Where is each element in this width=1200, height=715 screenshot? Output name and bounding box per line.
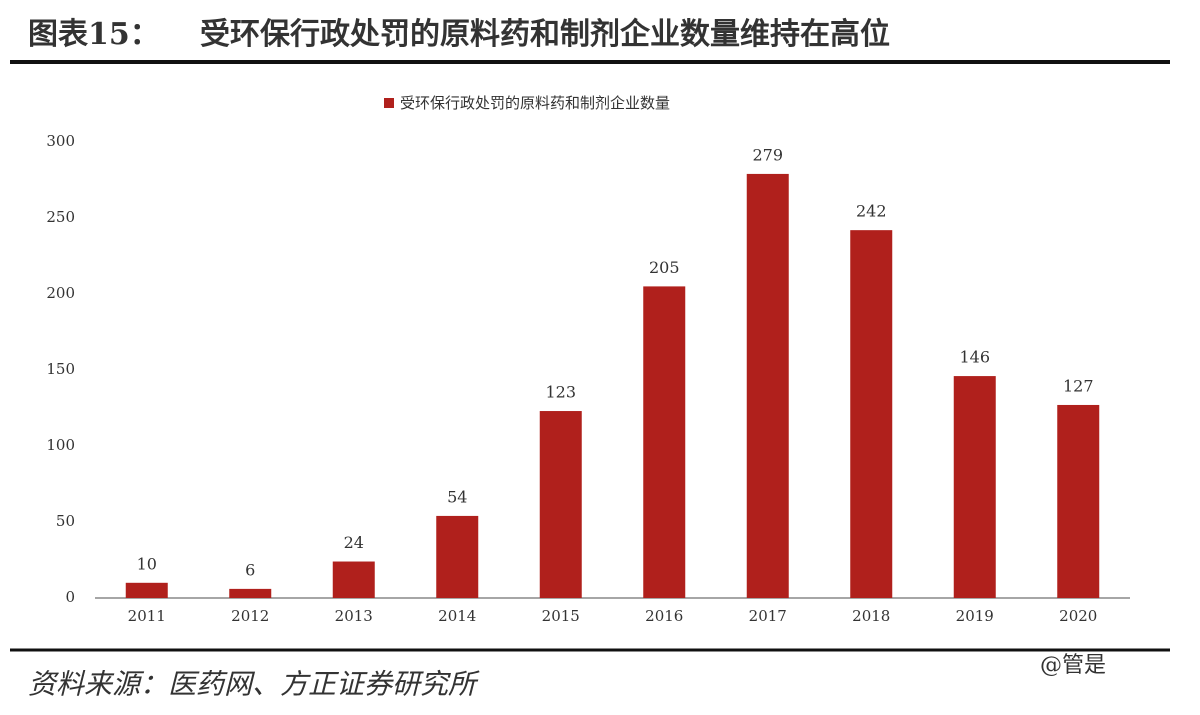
- x-tick-label: 2018: [852, 607, 890, 625]
- source: 资料来源：医药网、方正证券研究所: [28, 668, 480, 701]
- y-tick-label: 150: [46, 360, 75, 378]
- x-tick-label: 2015: [542, 607, 580, 625]
- data-label: 10: [137, 554, 157, 573]
- data-label: 24: [344, 533, 364, 552]
- bar: [643, 286, 686, 598]
- data-label: 205: [649, 258, 680, 277]
- bar: [125, 582, 168, 598]
- legend-swatch: [384, 98, 394, 108]
- bar: [850, 230, 893, 598]
- y-tick-label: 200: [46, 284, 75, 302]
- bar: [953, 376, 996, 598]
- x-tick-label: 2016: [645, 607, 683, 625]
- figure-label: 图表15：: [28, 17, 160, 52]
- x-tick-label: 2012: [231, 607, 269, 625]
- chart-title: 受环保行政处罚的原料药和制剂企业数量维持在高位: [200, 17, 890, 52]
- x-tick-label: 2019: [956, 607, 994, 625]
- y-tick-label: 50: [56, 512, 75, 530]
- data-label: 146: [959, 348, 990, 367]
- watermark: @管是: [1040, 653, 1106, 678]
- bar: [436, 515, 479, 598]
- x-tick-label: 2013: [335, 607, 373, 625]
- data-label: 54: [447, 487, 467, 506]
- data-label: 242: [856, 202, 887, 221]
- data-label: 123: [545, 383, 576, 402]
- bar: [332, 561, 375, 598]
- x-tick-label: 2020: [1059, 607, 1097, 625]
- bar: [229, 588, 272, 598]
- data-label: 127: [1063, 376, 1094, 395]
- bar: [1057, 404, 1100, 598]
- legend-label: 受环保行政处罚的原料药和制剂企业数量: [400, 94, 670, 112]
- y-tick-label: 100: [46, 436, 75, 454]
- x-tick-label: 2011: [128, 607, 166, 625]
- bar: [539, 411, 582, 598]
- y-tick-label: 250: [46, 208, 75, 226]
- y-tick-label: 0: [65, 588, 75, 606]
- y-tick-label: 300: [46, 132, 75, 150]
- data-label: 279: [752, 145, 783, 164]
- x-tick-label: 2014: [438, 607, 476, 625]
- bar: [746, 173, 789, 599]
- data-label: 6: [245, 560, 255, 579]
- x-tick-label: 2017: [749, 607, 787, 625]
